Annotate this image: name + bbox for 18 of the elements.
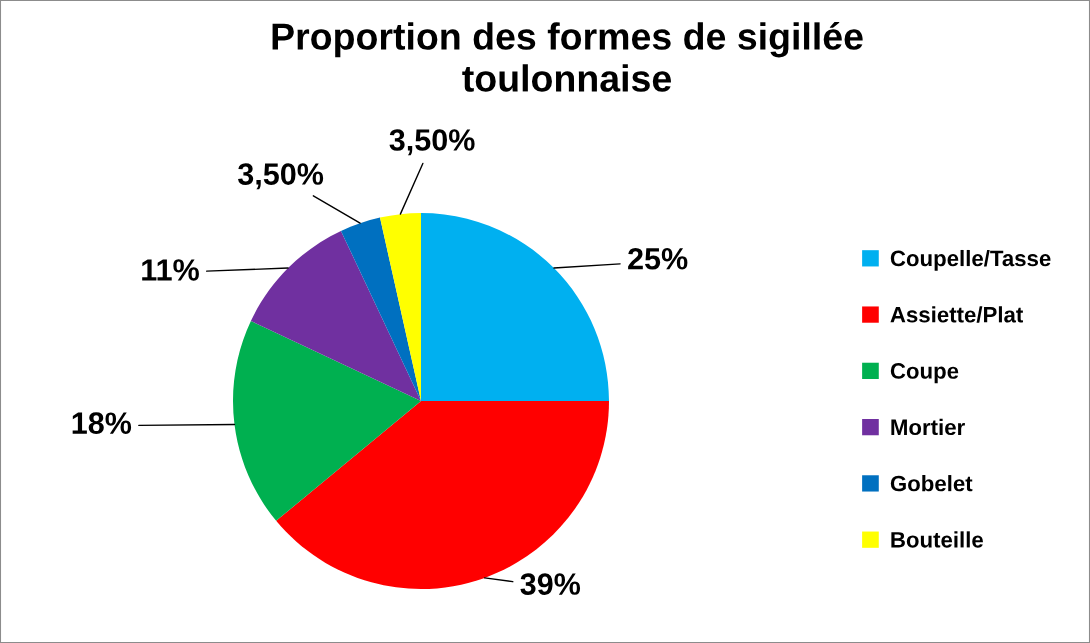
pie-slice <box>421 213 609 401</box>
legend-label: Coupelle/Tasse <box>890 249 1051 271</box>
legend-label: Assiette/Plat <box>890 306 1024 323</box>
legend-label: Coupe <box>890 363 959 384</box>
data-label: 39% <box>520 573 581 595</box>
pie-slice <box>379 213 421 401</box>
data-label: 11% <box>142 259 199 281</box>
legend-label: Bouteille <box>891 531 983 548</box>
chart-title: Proportion des formes de sigillée toulonnaise <box>272 22 863 92</box>
data-label: 18% <box>72 412 132 434</box>
pie-slice <box>233 320 421 521</box>
pie-slice <box>340 217 421 401</box>
legend-label: Gobelet <box>890 475 973 492</box>
legend-label: Mortier <box>891 418 965 436</box>
data-label: 3,50% <box>389 129 475 156</box>
data-label: 3,50% <box>238 163 324 190</box>
data-label: 25% <box>628 247 688 270</box>
pie-slice <box>250 230 421 401</box>
